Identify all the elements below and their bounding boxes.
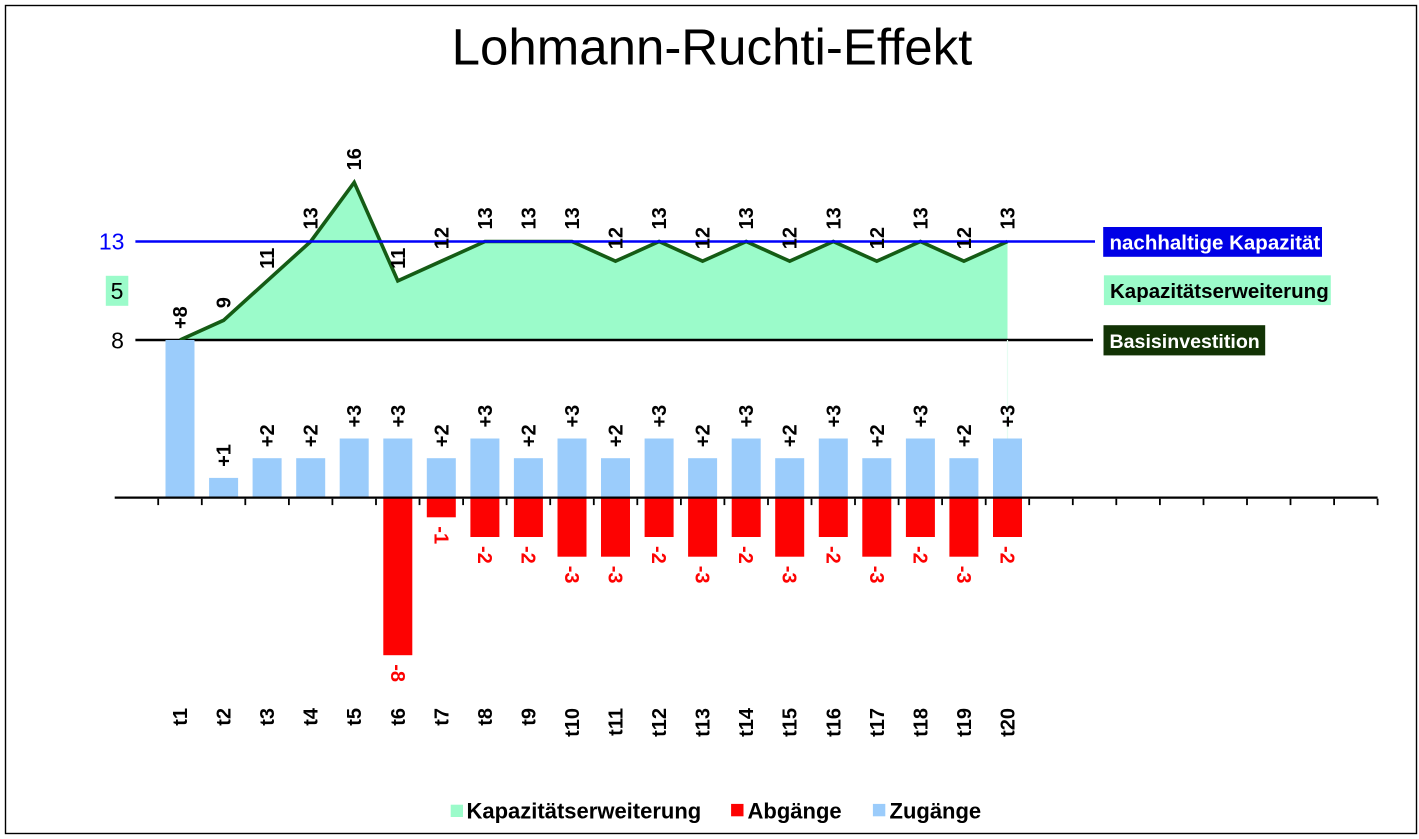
svg-text:12: 12 [693,227,715,249]
svg-text:-3: -3 [604,566,626,584]
svg-text:13: 13 [649,207,671,229]
svg-text:-1: -1 [429,526,451,544]
svg-text:t18: t18 [910,708,932,737]
svg-text:Abgänge: Abgänge [748,799,842,824]
svg-text:t2: t2 [214,708,236,726]
svg-text:nachhaltige Kapazität: nachhaltige Kapazität [1110,232,1321,255]
svg-text:+2: +2 [780,424,802,447]
svg-text:+2: +2 [693,424,715,447]
svg-text:t7: t7 [431,708,453,726]
svg-text:t11: t11 [606,708,628,736]
svg-text:13: 13 [823,207,845,229]
svg-text:t6: t6 [388,708,410,726]
svg-text:13: 13 [998,207,1020,229]
svg-text:t13: t13 [693,708,715,737]
svg-text:t5: t5 [344,708,366,726]
svg-text:13: 13 [475,207,497,229]
svg-text:-2: -2 [516,546,538,564]
svg-text:+2: +2 [257,424,279,447]
svg-text:t14: t14 [736,707,758,737]
svg-text:13: 13 [910,207,932,229]
svg-text:+3: +3 [823,405,845,428]
svg-text:Kapazitätserweiterung: Kapazitätserweiterung [1110,280,1329,303]
svg-text:+2: +2 [518,424,540,447]
svg-text:Zugänge: Zugänge [890,799,982,824]
svg-text:12: 12 [606,227,628,249]
svg-text:t1: t1 [170,708,192,726]
svg-text:+8: +8 [170,306,192,329]
svg-text:11: 11 [388,248,410,269]
svg-text:Kapazitätserweiterung: Kapazitätserweiterung [467,799,702,824]
svg-text:+3: +3 [910,405,932,428]
svg-text:11: 11 [257,248,279,269]
svg-text:9: 9 [214,297,236,308]
svg-text:+3: +3 [388,405,410,428]
svg-text:t15: t15 [780,708,802,737]
svg-text:-2: -2 [734,546,756,564]
svg-text:+2: +2 [431,424,453,447]
svg-text:t12: t12 [649,708,671,737]
svg-text:12: 12 [954,227,976,249]
svg-text:t19: t19 [954,708,976,737]
svg-text:-3: -3 [778,566,800,584]
svg-text:t10: t10 [562,708,584,737]
svg-text:t8: t8 [475,708,497,726]
svg-text:13: 13 [301,207,323,229]
svg-text:t17: t17 [867,708,889,737]
svg-text:13: 13 [518,207,540,229]
svg-text:12: 12 [431,227,453,249]
svg-text:+3: +3 [344,405,366,428]
svg-text:t9: t9 [518,708,540,726]
svg-text:t3: t3 [257,708,279,726]
svg-text:+3: +3 [998,405,1020,428]
svg-text:+2: +2 [867,424,889,447]
svg-text:+3: +3 [562,405,584,428]
svg-text:13: 13 [562,207,584,229]
svg-text:-3: -3 [691,566,713,584]
svg-text:-8: -8 [386,664,408,682]
svg-text:5: 5 [111,278,124,304]
svg-text:12: 12 [780,227,802,249]
svg-text:-2: -2 [908,546,930,564]
svg-text:16: 16 [344,148,366,170]
svg-text:-3: -3 [952,566,974,584]
svg-text:+1: +1 [214,444,236,467]
svg-text:+2: +2 [954,424,976,447]
svg-text:+3: +3 [649,405,671,428]
svg-text:t4: t4 [301,707,323,726]
svg-text:+3: +3 [475,405,497,428]
svg-text:-2: -2 [821,546,843,564]
svg-text:8: 8 [111,327,124,353]
svg-text:Lohmann-Ruchti-Effekt: Lohmann-Ruchti-Effekt [452,19,973,76]
svg-text:+2: +2 [606,424,628,447]
svg-text:-2: -2 [647,546,669,564]
svg-text:13: 13 [99,229,125,255]
svg-text:-2: -2 [473,546,495,564]
svg-text:+3: +3 [736,405,758,428]
svg-text:t20: t20 [998,708,1020,737]
svg-text:-3: -3 [560,566,582,584]
svg-text:-3: -3 [865,566,887,584]
svg-text:13: 13 [736,207,758,229]
svg-text:12: 12 [867,227,889,249]
svg-text:Basisinvestition: Basisinvestition [1110,331,1260,353]
svg-text:-2: -2 [996,546,1018,564]
svg-text:t16: t16 [823,708,845,737]
svg-text:+2: +2 [301,424,323,447]
